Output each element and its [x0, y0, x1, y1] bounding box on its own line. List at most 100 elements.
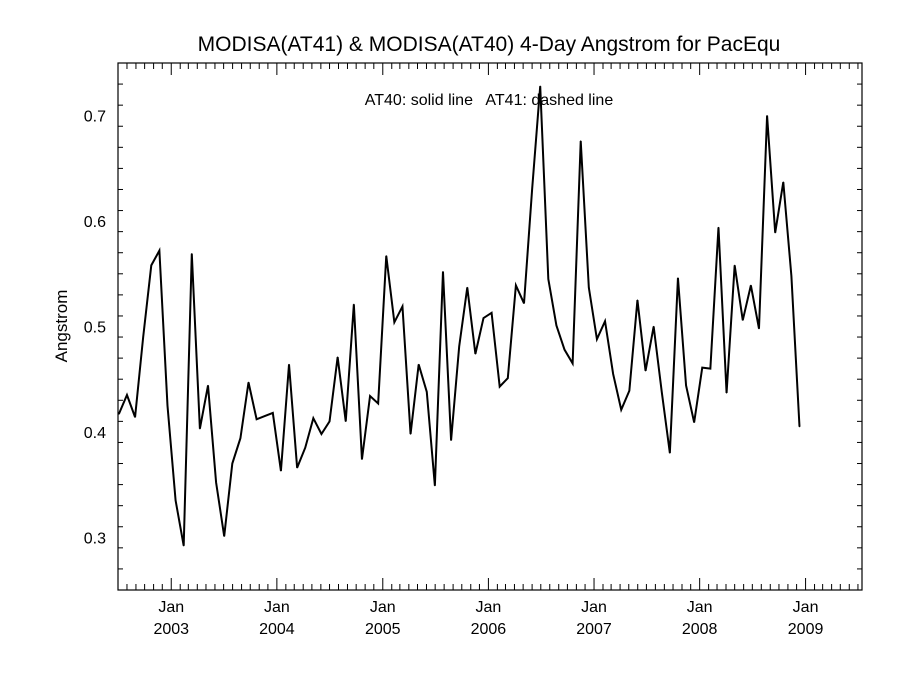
tick-labels: 0.3 0.4 0.5 0.6 0.7 Jan 2003 Jan 2004 Jan 2005 Jan 2…	[84, 109, 824, 638]
data-point	[466, 286, 468, 289]
data-point	[256, 418, 258, 420]
data-point	[742, 319, 744, 321]
data-point	[580, 140, 582, 142]
data-point	[685, 384, 687, 387]
x-tick-month-label: Jan	[264, 599, 290, 616]
data-point	[385, 255, 387, 257]
axis-ticks	[117, 62, 862, 591]
data-point	[499, 385, 501, 388]
data-point	[669, 452, 671, 454]
x-tick-year-label: 2004	[259, 621, 295, 638]
data-point	[345, 420, 347, 422]
data-point	[215, 481, 217, 484]
data-point	[515, 284, 517, 286]
data-point	[531, 188, 533, 191]
data-point	[369, 395, 371, 397]
data-point	[644, 370, 647, 372]
data-point	[604, 320, 606, 322]
data-point	[547, 278, 549, 280]
data-point	[442, 271, 444, 273]
data-point	[207, 384, 209, 387]
x-tick-month-label: Jan	[476, 599, 502, 616]
y-tick-label: 0.4	[84, 425, 106, 442]
x-tick-month-label: Jan	[687, 599, 713, 616]
data-point	[118, 413, 120, 415]
data-point	[474, 353, 476, 355]
data-point	[166, 404, 169, 407]
data-point	[588, 286, 590, 289]
data-point	[539, 85, 541, 87]
data-point	[725, 392, 728, 394]
plot-frame	[117, 62, 863, 591]
data-point	[734, 264, 736, 266]
data-point	[280, 470, 282, 472]
y-tick-label: 0.6	[84, 214, 106, 231]
data-point	[693, 421, 695, 424]
data-point	[239, 437, 242, 439]
data-point	[798, 426, 801, 428]
data-point	[717, 226, 720, 229]
data-point	[296, 467, 298, 469]
data-point	[482, 317, 485, 319]
data-point	[328, 420, 331, 422]
y-tick-label: 0.7	[84, 109, 106, 126]
data-point	[361, 458, 363, 460]
series-group	[117, 85, 801, 547]
x-tick-year-label: 2007	[576, 621, 612, 638]
data-point	[701, 367, 703, 369]
x-tick-year-label: 2006	[471, 621, 507, 638]
data-point	[377, 402, 379, 405]
data-point	[142, 336, 144, 338]
y-axis-label: Angstrom	[52, 290, 71, 363]
series-line-at40	[117, 86, 801, 546]
x-tick-month-label: Jan	[581, 599, 607, 616]
data-point	[790, 275, 792, 277]
data-point	[401, 305, 404, 308]
data-point	[653, 325, 655, 328]
data-point	[636, 299, 639, 301]
data-point	[134, 416, 136, 418]
data-point	[231, 462, 233, 465]
data-point	[434, 485, 436, 487]
data-point	[304, 447, 306, 449]
data-point	[320, 433, 323, 435]
data-point	[677, 277, 679, 279]
data-point	[758, 328, 760, 330]
series-style-annotation: AT40: solid line AT41: dashed line	[365, 92, 614, 109]
data-point	[709, 368, 711, 370]
data-point	[523, 302, 525, 304]
y-tick-label: 0.5	[84, 320, 106, 337]
data-point	[223, 535, 225, 537]
data-point	[774, 232, 776, 234]
data-point	[264, 415, 266, 417]
data-point	[450, 439, 452, 441]
data-point	[272, 412, 274, 414]
data-point	[507, 377, 509, 379]
data-point	[750, 284, 752, 286]
data-point	[766, 115, 768, 117]
y-tick-label: 0.3	[84, 530, 106, 547]
x-tick-year-label: 2008	[682, 621, 718, 638]
data-point	[409, 433, 412, 435]
data-point	[353, 303, 355, 305]
data-point	[418, 363, 420, 366]
data-point	[596, 338, 598, 340]
data-point	[183, 545, 185, 547]
data-point	[426, 391, 428, 393]
data-point	[288, 363, 290, 366]
x-tick-year-label: 2005	[365, 621, 401, 638]
data-point	[247, 381, 250, 383]
chart-title: MODISA(AT41) & MODISA(AT40) 4-Day Angstr…	[198, 33, 781, 56]
x-tick-month-label: Jan	[370, 599, 396, 616]
data-point	[158, 250, 160, 252]
data-point	[337, 356, 339, 358]
data-point	[393, 321, 395, 323]
data-point	[555, 324, 558, 327]
data-point	[661, 391, 663, 393]
data-point	[563, 349, 566, 351]
data-point	[612, 373, 614, 375]
x-tick-year-label: 2009	[788, 621, 824, 638]
data-point	[199, 428, 201, 430]
data-point	[174, 499, 177, 502]
